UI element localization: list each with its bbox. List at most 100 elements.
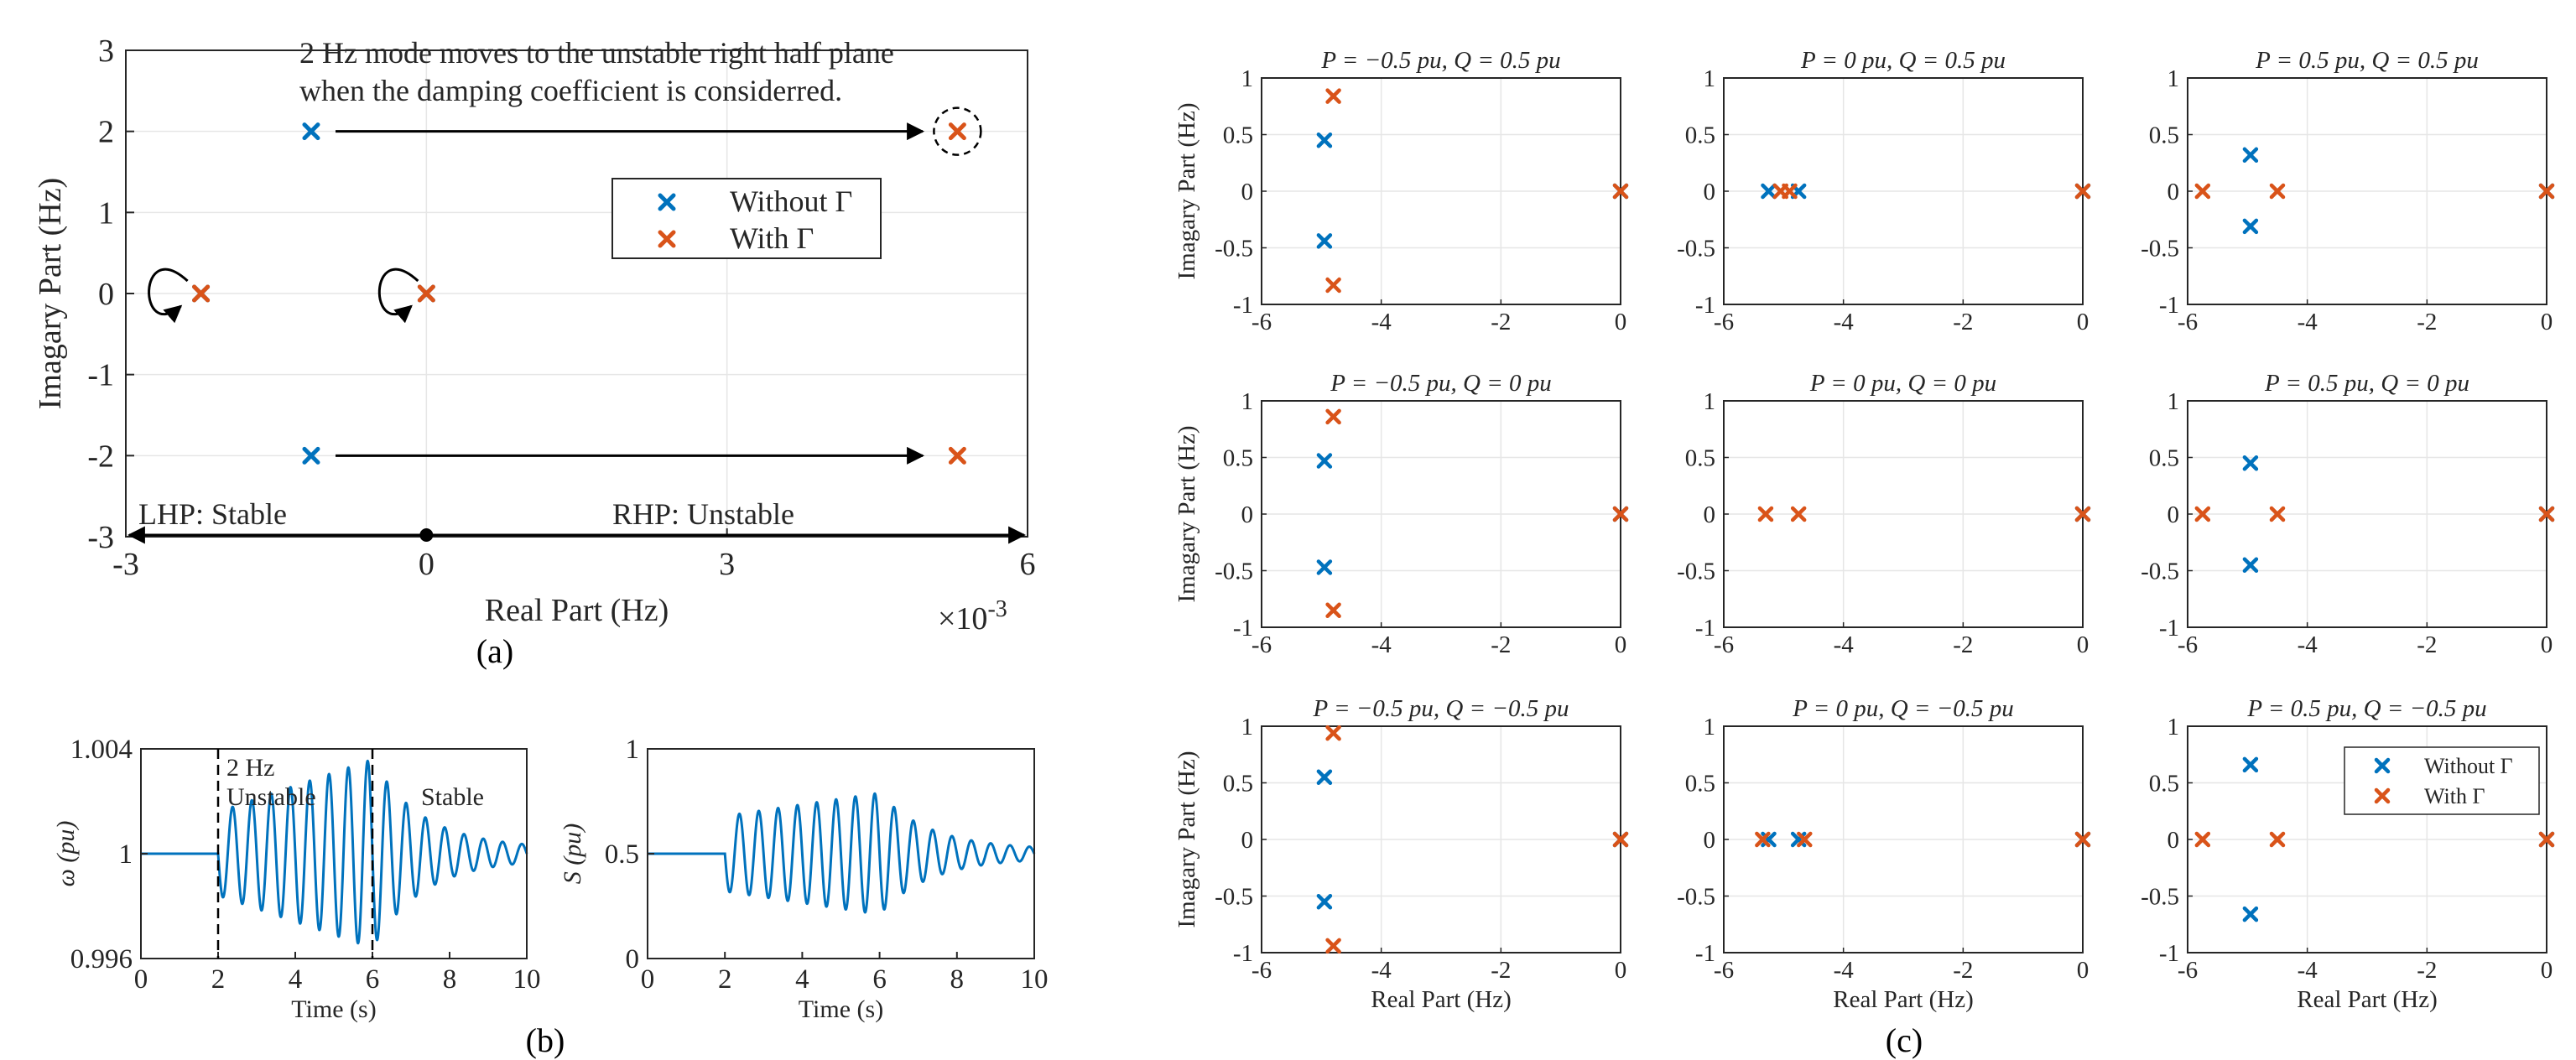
c-panel-2-xtick-label: -6 [1714, 309, 1734, 335]
a-rhp-label: RHP: Unstable [612, 497, 794, 531]
c-panel-3-ytick-label: 1 [2167, 65, 2180, 92]
c-panel-4-xtick-label: -2 [1491, 631, 1511, 658]
c-panel-9-point-with-stroke [2194, 831, 2211, 848]
c-panel-6-ytick-label: 1 [2167, 388, 2180, 415]
a-point-without-stroke [302, 446, 320, 465]
c-panel-6-xtick-label: -4 [2298, 631, 2318, 658]
a-legend-label: Without Γ [730, 184, 852, 218]
c-panel-9-legend-marker-stroke [2374, 757, 2391, 774]
c-panel-4-ytick-label: 0.5 [1223, 445, 1253, 472]
c-panel-4-point-with [1612, 506, 1629, 522]
c-panel-9-title: P = 0.5 pu, Q = −0.5 pu [2246, 695, 2486, 722]
c-panel-4-point-with-stroke [1325, 408, 1341, 425]
b-right-signal-line [648, 792, 1036, 914]
c-panel-2-ytick-label: -0.5 [1677, 236, 1715, 262]
b-left-signal-line [141, 759, 528, 945]
c-panel-7-point-without-stroke [1316, 769, 1333, 785]
c-panel-9-xtick-label: -4 [2298, 957, 2318, 984]
a-ylabel: Imagary Part (Hz) [33, 178, 68, 409]
c-panel-6-point-with [2269, 506, 2286, 522]
c-panel-1-title: P = −0.5 pu, Q = 0.5 pu [1320, 47, 1560, 74]
c-panel-1-xtick-label: -6 [1252, 309, 1272, 335]
c-panel-7-point-with-stroke [1612, 831, 1629, 848]
c-panel-2-xtick-label: -2 [1953, 309, 1973, 335]
c-panel-5-ytick-label: 0 [1704, 501, 1716, 528]
c-panel-9-point-without [2242, 756, 2259, 773]
a-legend-marker-stroke [658, 193, 676, 211]
c-panel-8-xtick-label: -6 [1714, 957, 1734, 984]
c-panel-2-xtick-label: -4 [1834, 309, 1855, 335]
c-panel-3-point-without [2242, 147, 2259, 164]
b-right-ytick-label: 0 [626, 944, 640, 974]
c-panel-3-point-with-stroke [2269, 183, 2286, 200]
c-panel-3-ytick-label: -1 [2159, 292, 2179, 319]
c-panel-6-point-with-stroke [2538, 506, 2555, 522]
caption-b: (b) [526, 1021, 565, 1059]
c-panel-5-point-with [1790, 506, 1807, 522]
c-panel-5-xtick-label: -2 [1953, 631, 1973, 658]
c-panel-6-point-with [2538, 506, 2555, 522]
c-panel-9-xtick-label: 0 [2541, 957, 2553, 984]
c-panel-9-point-without-stroke [2242, 906, 2259, 922]
c-panel-4-xtick-label: 0 [1615, 631, 1627, 658]
c-panel-2-ytick-label: -1 [1695, 292, 1715, 319]
c-panel-9-point-with-stroke [2538, 831, 2555, 848]
c-panel-6-ytick-label: -0.5 [2141, 559, 2179, 585]
c-panel-4-point-with-stroke [1325, 602, 1341, 618]
c-panel-6-point-without [2242, 455, 2259, 471]
a-point-with [192, 284, 211, 303]
c-panel-6-xtick-label: 0 [2541, 631, 2553, 658]
b-left-xlabel: Time (s) [291, 995, 376, 1023]
c-panel-2-ytick-label: 0.5 [1685, 122, 1715, 149]
c-panel-3-ytick-label: 0.5 [2149, 122, 2179, 149]
c-panel-4-title: P = −0.5 pu, Q = 0 pu [1330, 370, 1552, 397]
b-left-xtick-label: 2 [211, 964, 226, 995]
c-panel-3-point-without-stroke [2242, 147, 2259, 164]
a-ytick-label: 3 [98, 34, 114, 69]
c-panel-6-point-without-stroke [2242, 557, 2259, 573]
a-xtick-label: 0 [419, 547, 435, 582]
c-panel-7-xtick-label: -6 [1252, 957, 1272, 984]
a-point-without [302, 122, 320, 141]
c-panel-8-xtick-label: 0 [2077, 957, 2089, 984]
c-panel-5-ytick-label: 0.5 [1685, 445, 1715, 472]
c-panel-4-point-without [1316, 453, 1333, 469]
c-panel-4-point-without-stroke [1316, 453, 1333, 469]
c-panel-2-point-with-stroke [1782, 183, 1798, 200]
a-annotation-line2: when the damping coefficient is consider… [299, 74, 842, 107]
b-right-xtick-label: 8 [950, 964, 965, 995]
c-panel-6-xtick-label: -6 [2178, 631, 2198, 658]
b-left-xtick-label: 0 [134, 964, 148, 995]
c-panel-7-ylabel: Imagary Part (Hz) [1174, 751, 1200, 928]
c-panel-1-point-with-stroke [1612, 183, 1629, 200]
c-panel-9-ytick-label: 0.5 [2149, 771, 2179, 798]
b-left-unstable-label-2: Unstable [226, 783, 316, 811]
c-panel-3-title: P = 0.5 pu, Q = 0.5 pu [2255, 47, 2479, 74]
c-panel-7-ytick-label: 0 [1241, 827, 1254, 854]
a-legend-marker [658, 230, 676, 248]
c-panel-9-ytick-label: -0.5 [2141, 884, 2179, 911]
c-panel-2-ytick-label: 0 [1704, 179, 1716, 205]
c-panel-8-ytick-label: -0.5 [1677, 884, 1715, 911]
c-panel-8-xtick-label: -4 [1834, 957, 1855, 984]
c-panel-1-point-with-stroke [1325, 277, 1341, 294]
c-panel-6-point-with [2194, 506, 2211, 522]
c-panel-3-point-without [2242, 218, 2259, 235]
c-panel-7-point-with-stroke [1325, 938, 1341, 954]
a-ytick-label: 1 [98, 195, 114, 231]
c-panel-9-xlabel: Real Part (Hz) [2297, 986, 2438, 1013]
c-panel-7-xtick-label: -2 [1491, 957, 1511, 984]
c-panel-3-ytick-label: -0.5 [2141, 236, 2179, 262]
c-panel-1-point-without-stroke [1316, 132, 1333, 148]
c-panel-1-xtick-label: -4 [1371, 309, 1392, 335]
a-point-with [948, 122, 966, 141]
c-panel-7-point-without [1316, 769, 1333, 785]
c-panel-8-title: P = 0 pu, Q = −0.5 pu [1792, 695, 2014, 722]
b-left-unstable-label-1: 2 Hz [226, 754, 274, 782]
b-right-xlabel: Time (s) [799, 995, 883, 1023]
c-panel-5-point-with-stroke [1790, 506, 1807, 522]
a-legend-box [611, 178, 882, 259]
c-panel-4-ytick-label: -0.5 [1215, 559, 1253, 585]
a-annotation-line1: 2 Hz mode moves to the unstable right ha… [299, 36, 894, 70]
